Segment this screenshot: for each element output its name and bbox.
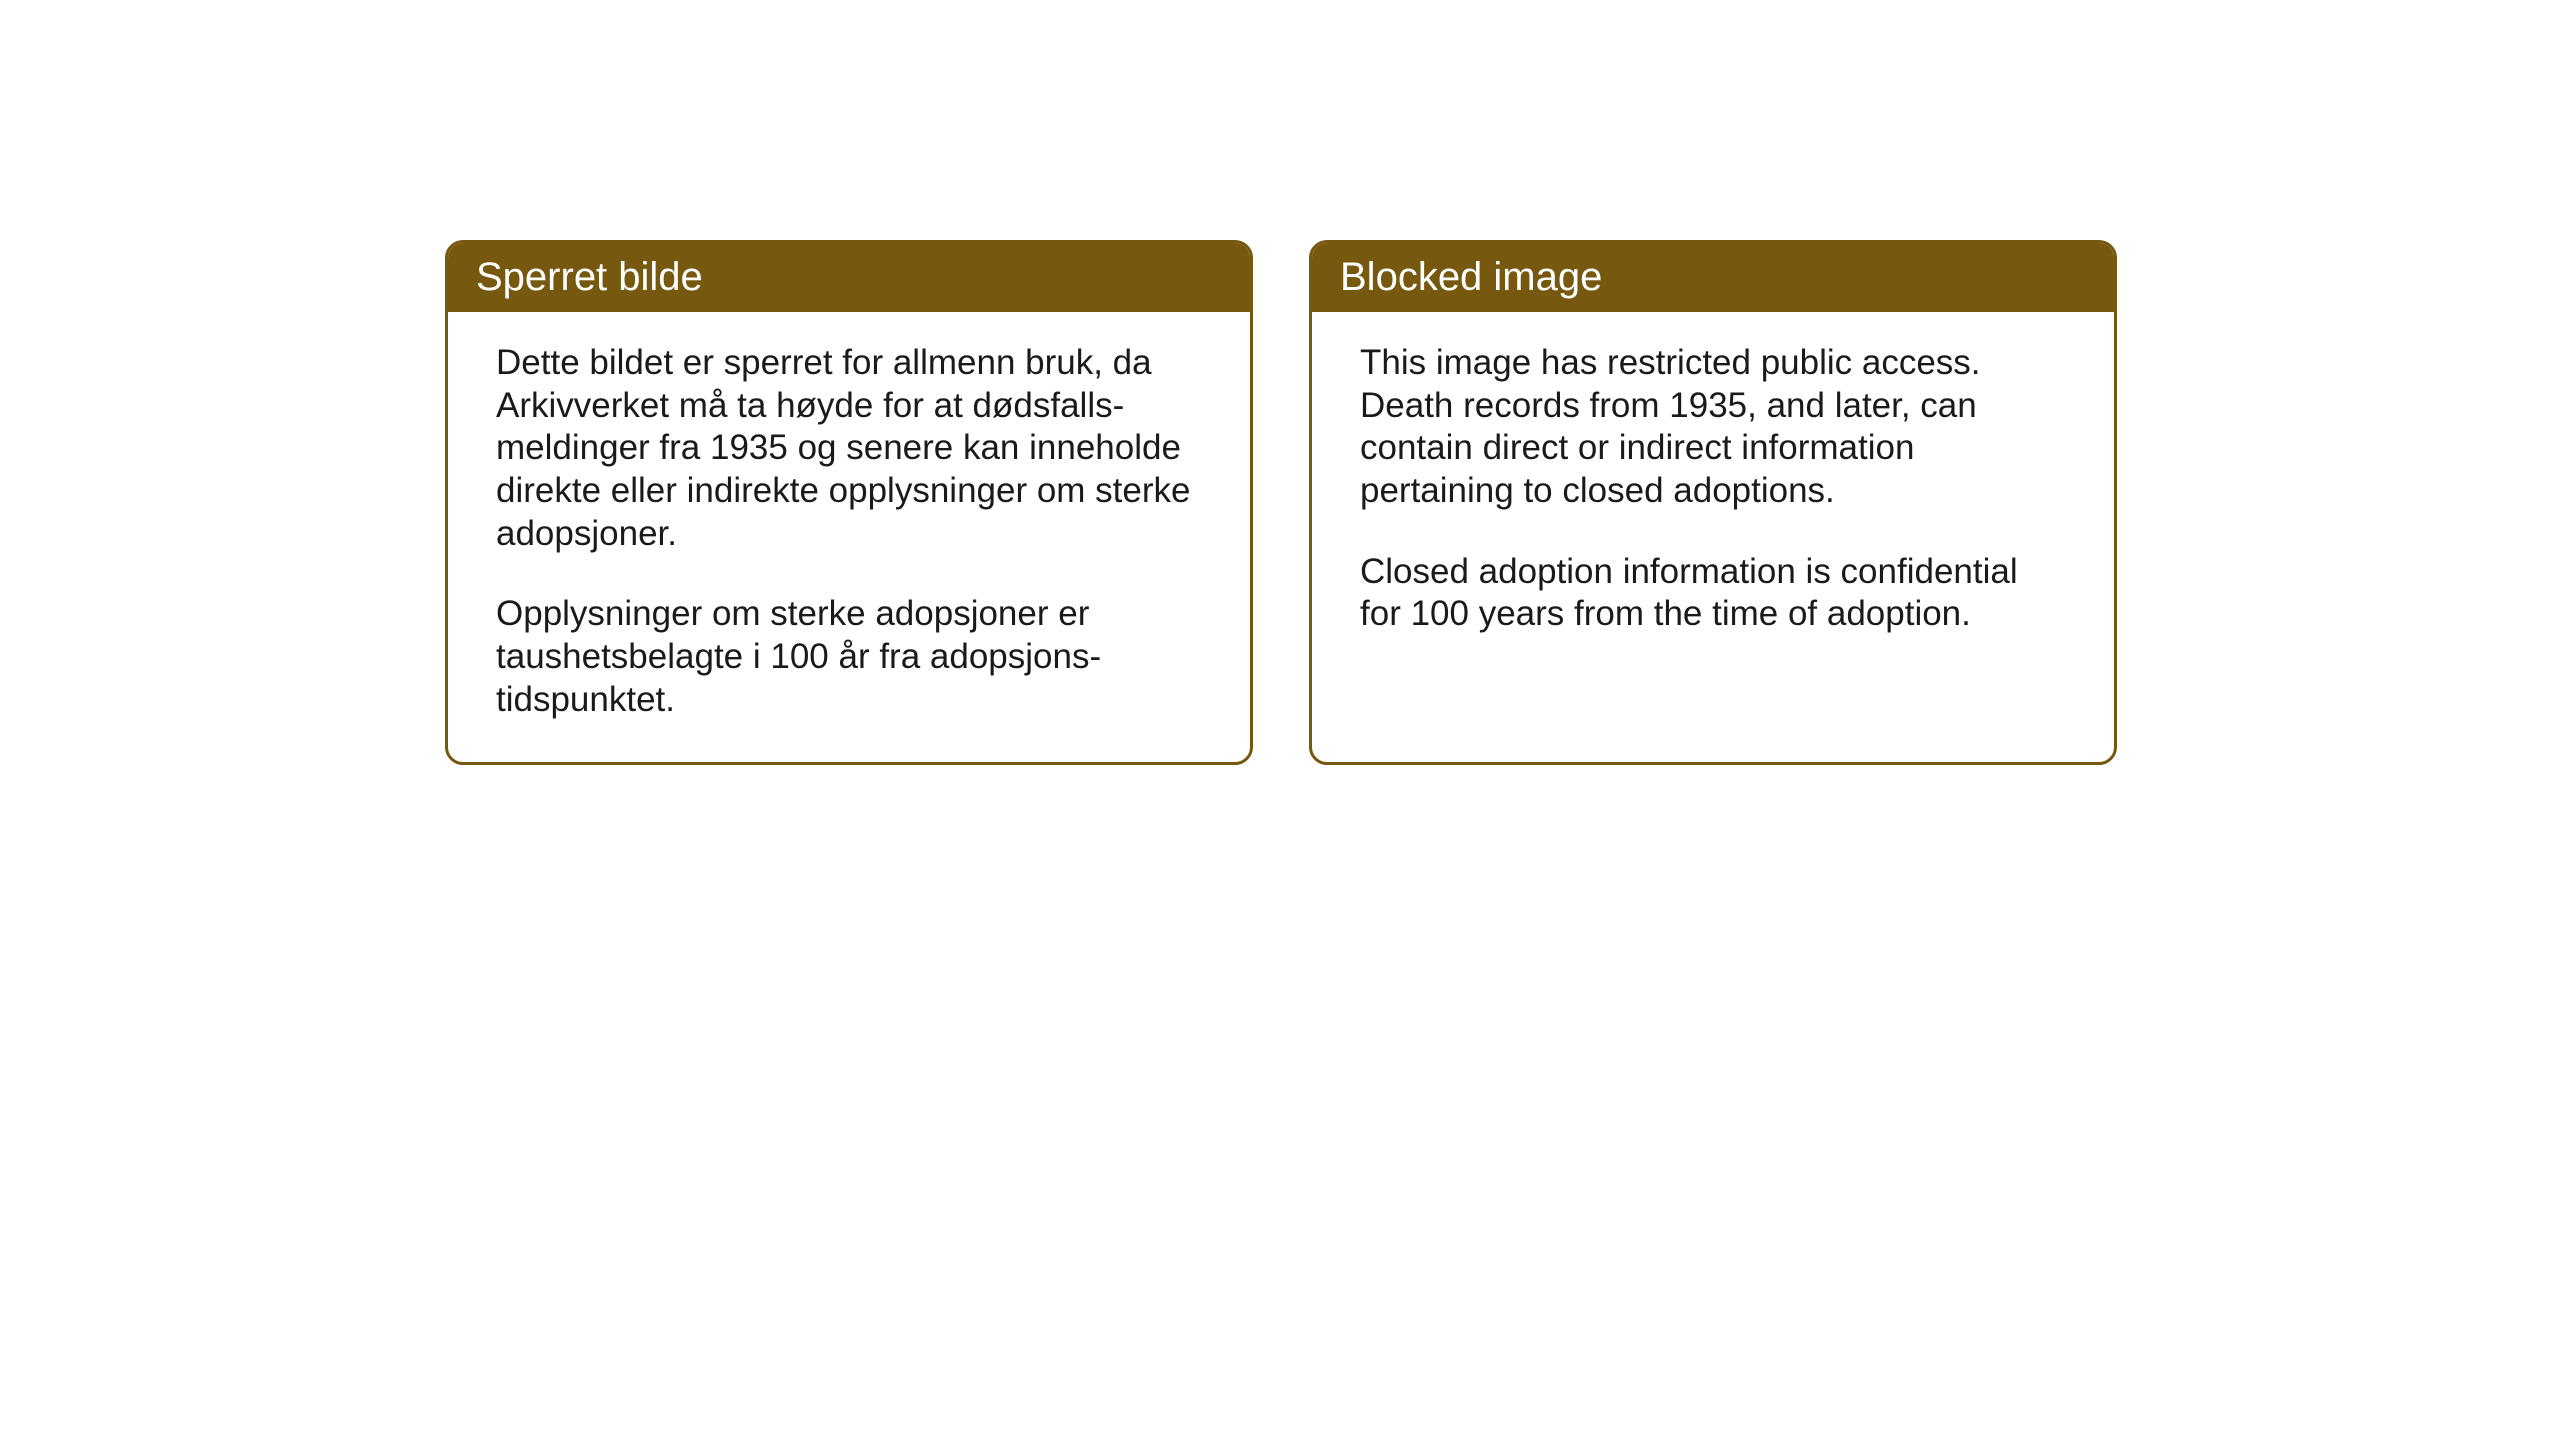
- notice-container: Sperret bilde Dette bildet er sperret fo…: [445, 240, 2117, 765]
- notice-box-norwegian: Sperret bilde Dette bildet er sperret fo…: [445, 240, 1253, 765]
- notice-box-english: Blocked image This image has restricted …: [1309, 240, 2117, 765]
- notice-paragraph-norwegian-1: Dette bildet er sperret for allmenn bruk…: [496, 342, 1202, 555]
- notice-paragraph-english-1: This image has restricted public access.…: [1360, 342, 2066, 513]
- notice-header-norwegian: Sperret bilde: [448, 243, 1250, 312]
- notice-body-norwegian: Dette bildet er sperret for allmenn bruk…: [448, 312, 1250, 762]
- notice-body-english: This image has restricted public access.…: [1312, 312, 2114, 676]
- notice-header-english: Blocked image: [1312, 243, 2114, 312]
- notice-paragraph-english-2: Closed adoption information is confident…: [1360, 551, 2066, 636]
- notice-paragraph-norwegian-2: Opplysninger om sterke adopsjoner er tau…: [496, 593, 1202, 721]
